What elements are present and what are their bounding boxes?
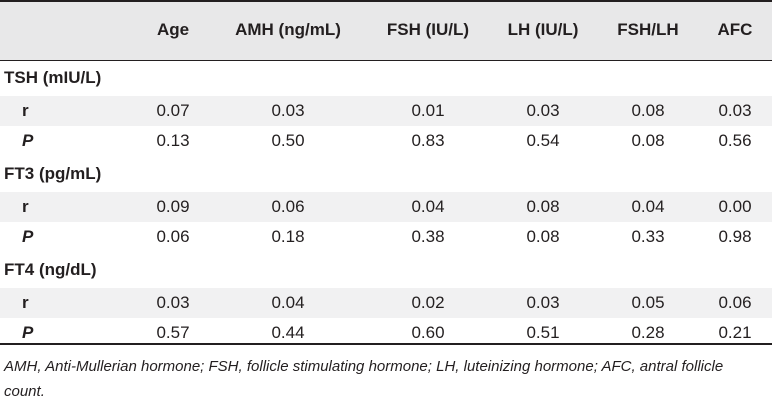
table-cell: 0.57	[156, 323, 190, 342]
table-cell: 0.98	[718, 227, 752, 246]
section-row-tsh: TSH (mIU/L)	[0, 60, 772, 96]
table-cell: 0.08	[631, 131, 665, 150]
table-cell: 0.60	[411, 323, 445, 342]
correlation-table: Age AMH (ng/mL) FSH (IU/L) LH (IU/L) FSH…	[0, 0, 772, 348]
row-label-r: r	[22, 101, 29, 120]
table-cell: 0.03	[526, 101, 560, 120]
table-cell: 0.28	[631, 323, 665, 342]
header-rule	[0, 60, 772, 61]
table-cell: 0.08	[526, 197, 560, 216]
table-cell: 0.50	[271, 131, 305, 150]
header-cell-blank	[0, 0, 138, 60]
table-cell: 0.54	[526, 131, 560, 150]
table-cell: 0.06	[718, 293, 752, 312]
table-cell: 0.56	[718, 131, 752, 150]
table-cell: 0.21	[718, 323, 752, 342]
table-cell: 0.00	[718, 197, 752, 216]
row-label-p: P	[22, 131, 34, 150]
table-cell: 0.09	[156, 197, 190, 216]
table-cell: 0.01	[411, 101, 445, 120]
table-cell: 0.13	[156, 131, 190, 150]
header-cell-afc: AFC	[717, 20, 753, 39]
top-rule	[0, 0, 772, 2]
section-row-ft3: FT3 (pg/mL)	[0, 156, 772, 192]
table-cell: 0.07	[156, 101, 190, 120]
section-row-ft4: FT4 (ng/dL)	[0, 252, 772, 288]
table-cell: 0.02	[411, 293, 445, 312]
header-cell-fsh: FSH (IU/L)	[386, 20, 470, 39]
table-row: r 0.07 0.03 0.01 0.03 0.08 0.03	[0, 96, 772, 126]
header-cell-lh: LH (IU/L)	[507, 20, 579, 39]
table-cell: 0.03	[526, 293, 560, 312]
section-title: FT4 (ng/dL)	[4, 260, 97, 279]
table-cell: 0.03	[718, 101, 752, 120]
table-footnote: AMH, Anti-Mullerian hormone; FSH, follic…	[4, 358, 724, 400]
header-row: Age AMH (ng/mL) FSH (IU/L) LH (IU/L) FSH…	[0, 0, 772, 60]
row-label-p: P	[22, 323, 34, 342]
table-cell: 0.06	[271, 197, 305, 216]
header-cell-age: Age	[156, 20, 190, 39]
section-title: FT3 (pg/mL)	[4, 164, 102, 183]
table-cell: 0.44	[271, 323, 305, 342]
table-cell: 0.04	[411, 197, 445, 216]
table-row: P 0.06 0.18 0.38 0.08 0.33 0.98	[0, 222, 772, 252]
table-row: r 0.03 0.04 0.02 0.03 0.05 0.06	[0, 288, 772, 318]
table-cell: 0.06	[156, 227, 190, 246]
table-cell: 0.04	[631, 197, 665, 216]
table-cell: 0.08	[526, 227, 560, 246]
header-cell-fsh-lh: FSH/LH	[617, 20, 679, 39]
table-cell: 0.38	[411, 227, 445, 246]
table-cell: 0.04	[271, 293, 305, 312]
table-row: P 0.13 0.50 0.83 0.54 0.08 0.56	[0, 126, 772, 156]
table-cell: 0.83	[411, 131, 445, 150]
table-cell: 0.18	[271, 227, 305, 246]
bottom-rule	[0, 343, 772, 345]
table-cell: 0.51	[526, 323, 560, 342]
row-label-p: P	[22, 227, 34, 246]
section-title: TSH (mIU/L)	[4, 68, 102, 87]
table-cell: 0.33	[631, 227, 665, 246]
table-row: P 0.57 0.44 0.60 0.51 0.28 0.21	[0, 318, 772, 348]
table-cell: 0.08	[631, 101, 665, 120]
table-cell: 0.05	[631, 293, 665, 312]
table-cell: 0.03	[156, 293, 190, 312]
header-cell-amh: AMH (ng/mL)	[235, 20, 341, 39]
row-label-r: r	[22, 293, 29, 312]
table-cell: 0.03	[271, 101, 305, 120]
row-label-r: r	[22, 197, 29, 216]
table-row: r 0.09 0.06 0.04 0.08 0.04 0.00	[0, 192, 772, 222]
